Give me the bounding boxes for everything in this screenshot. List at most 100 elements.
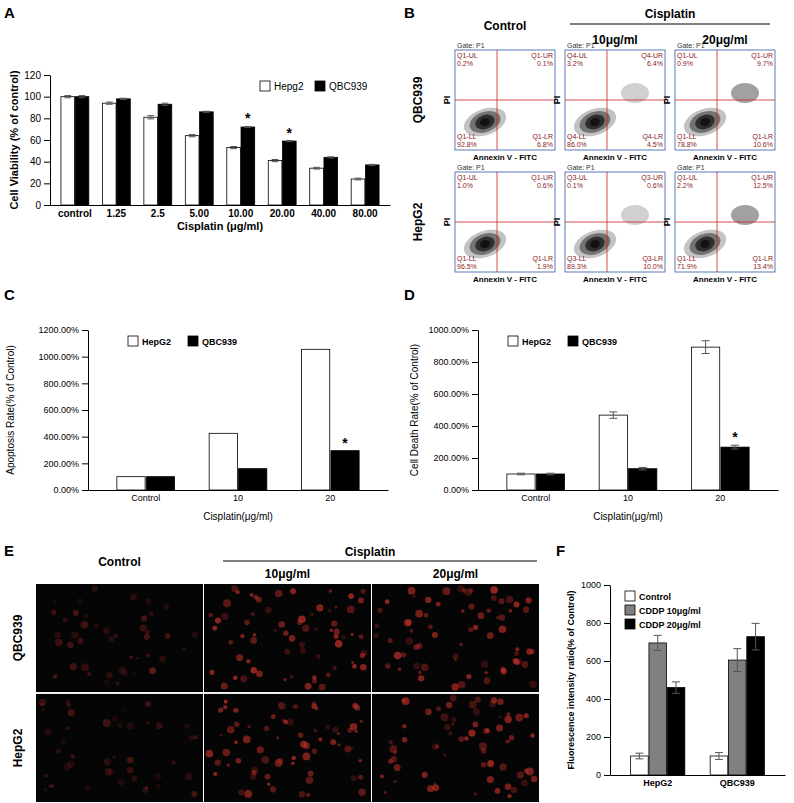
cell-texture bbox=[127, 767, 133, 773]
flow-plot: Gate: P1Q1-UL0.9%Q1-UR9.7%Q1-LL78.8%Q1-L… bbox=[662, 42, 775, 162]
y-tick-label: 0 bbox=[596, 770, 601, 780]
bar bbox=[631, 756, 649, 775]
cell-texture bbox=[67, 642, 73, 648]
cell-texture bbox=[127, 757, 134, 764]
cell-texture bbox=[469, 701, 477, 709]
cell-texture bbox=[191, 791, 197, 797]
cell-texture bbox=[117, 779, 124, 786]
cell-texture bbox=[267, 783, 270, 786]
error-cap bbox=[635, 758, 643, 759]
y-tick-mark bbox=[604, 737, 610, 738]
cell-texture bbox=[246, 659, 251, 664]
y-axis: 0.00%200.00%400.00%600.00%800.00%1000.00… bbox=[38, 325, 88, 495]
quadrant-name: Q1-UL bbox=[677, 52, 698, 60]
cell-texture bbox=[215, 618, 221, 624]
x-tick: control bbox=[58, 205, 92, 219]
cell-texture bbox=[136, 656, 139, 659]
x-axis: HepG2QBC939 bbox=[611, 775, 786, 788]
y-tick-mark bbox=[472, 394, 478, 395]
y-tick: 1000 bbox=[581, 580, 610, 590]
bar-chart: 0.00%200.00%400.00%600.00%800.00%1000.00… bbox=[404, 286, 779, 522]
error-cap bbox=[106, 102, 113, 103]
column-header: Control bbox=[484, 19, 527, 33]
header-rule bbox=[223, 561, 537, 562]
cell-texture bbox=[491, 595, 497, 601]
error-cap bbox=[702, 353, 710, 354]
micrograph-background bbox=[36, 694, 203, 802]
cell-texture bbox=[73, 610, 79, 616]
cell-texture bbox=[155, 773, 162, 780]
micrograph-background bbox=[204, 694, 371, 802]
cell-texture bbox=[131, 776, 137, 782]
y-tick-label: 200.00% bbox=[43, 459, 79, 469]
x-tick-label: 10.00 bbox=[228, 208, 253, 219]
event-cloud bbox=[583, 112, 607, 132]
bar bbox=[117, 99, 131, 205]
y-axis-title: PI bbox=[442, 218, 452, 227]
cell-texture bbox=[113, 756, 116, 759]
cell-texture bbox=[265, 774, 271, 780]
bar bbox=[728, 660, 746, 775]
cell-texture bbox=[141, 615, 147, 621]
error-cap bbox=[672, 681, 680, 682]
x-tick: 1.25 bbox=[107, 205, 127, 219]
cell-texture bbox=[81, 663, 89, 671]
cell-texture bbox=[104, 758, 111, 765]
plot-frame bbox=[565, 172, 665, 272]
cell-texture bbox=[149, 611, 154, 616]
x-tick: 2.5 bbox=[151, 205, 165, 219]
cell-texture bbox=[159, 656, 166, 663]
bar bbox=[146, 477, 174, 490]
error-bar bbox=[546, 473, 554, 475]
cell-texture bbox=[275, 759, 283, 767]
x-tick: 20.00 bbox=[270, 205, 295, 219]
gate-label: Gate: P1 bbox=[457, 164, 485, 171]
y-tick: 400.00% bbox=[433, 421, 478, 431]
cell-texture bbox=[172, 760, 176, 764]
cell-texture bbox=[331, 620, 337, 626]
cell-texture bbox=[496, 725, 503, 732]
bar bbox=[301, 349, 329, 490]
x-axis: Control1020 bbox=[479, 490, 779, 503]
quadrant-name: Q1-UR bbox=[751, 52, 773, 60]
cell-texture bbox=[359, 634, 364, 639]
panel-label: F bbox=[556, 542, 565, 559]
y-tick: 0.00% bbox=[443, 485, 478, 495]
bar bbox=[747, 637, 765, 775]
quadrant-value: 1.9% bbox=[537, 263, 553, 270]
bar bbox=[310, 168, 324, 205]
bar bbox=[227, 148, 241, 205]
y-tick: 1000.00% bbox=[428, 325, 478, 335]
x-tick-label: Control bbox=[521, 493, 550, 503]
cell-texture bbox=[250, 593, 254, 597]
bar bbox=[200, 112, 214, 205]
cell-texture bbox=[44, 729, 51, 736]
cell-texture bbox=[94, 624, 98, 628]
y-tick-mark bbox=[604, 623, 610, 624]
panel-label: D bbox=[404, 286, 415, 303]
error-cap bbox=[64, 97, 71, 98]
cell-texture bbox=[156, 723, 162, 729]
bar bbox=[691, 347, 719, 490]
error-cap bbox=[609, 411, 617, 412]
bar bbox=[507, 474, 535, 490]
legend-label: CDDP 20μg/ml bbox=[639, 620, 701, 630]
x-axis-line bbox=[51, 205, 391, 206]
x-axis-line bbox=[89, 490, 389, 491]
cell-texture bbox=[479, 742, 487, 750]
y-tick: 0.00% bbox=[53, 485, 88, 495]
y-tick-mark bbox=[604, 585, 610, 586]
cell-texture bbox=[213, 772, 217, 776]
error-cap bbox=[79, 95, 86, 96]
cell-texture bbox=[39, 699, 46, 706]
y-tick-mark bbox=[82, 463, 88, 464]
y-tick: 120 bbox=[24, 70, 50, 81]
y-tick-label: 0.00% bbox=[53, 485, 79, 495]
cell-texture bbox=[389, 745, 397, 753]
cell-texture bbox=[234, 740, 238, 744]
error-cap bbox=[327, 157, 334, 158]
x-tick: Control bbox=[131, 490, 160, 503]
cell-texture bbox=[306, 776, 314, 784]
error-bar bbox=[286, 141, 293, 142]
cell-texture bbox=[149, 667, 156, 674]
